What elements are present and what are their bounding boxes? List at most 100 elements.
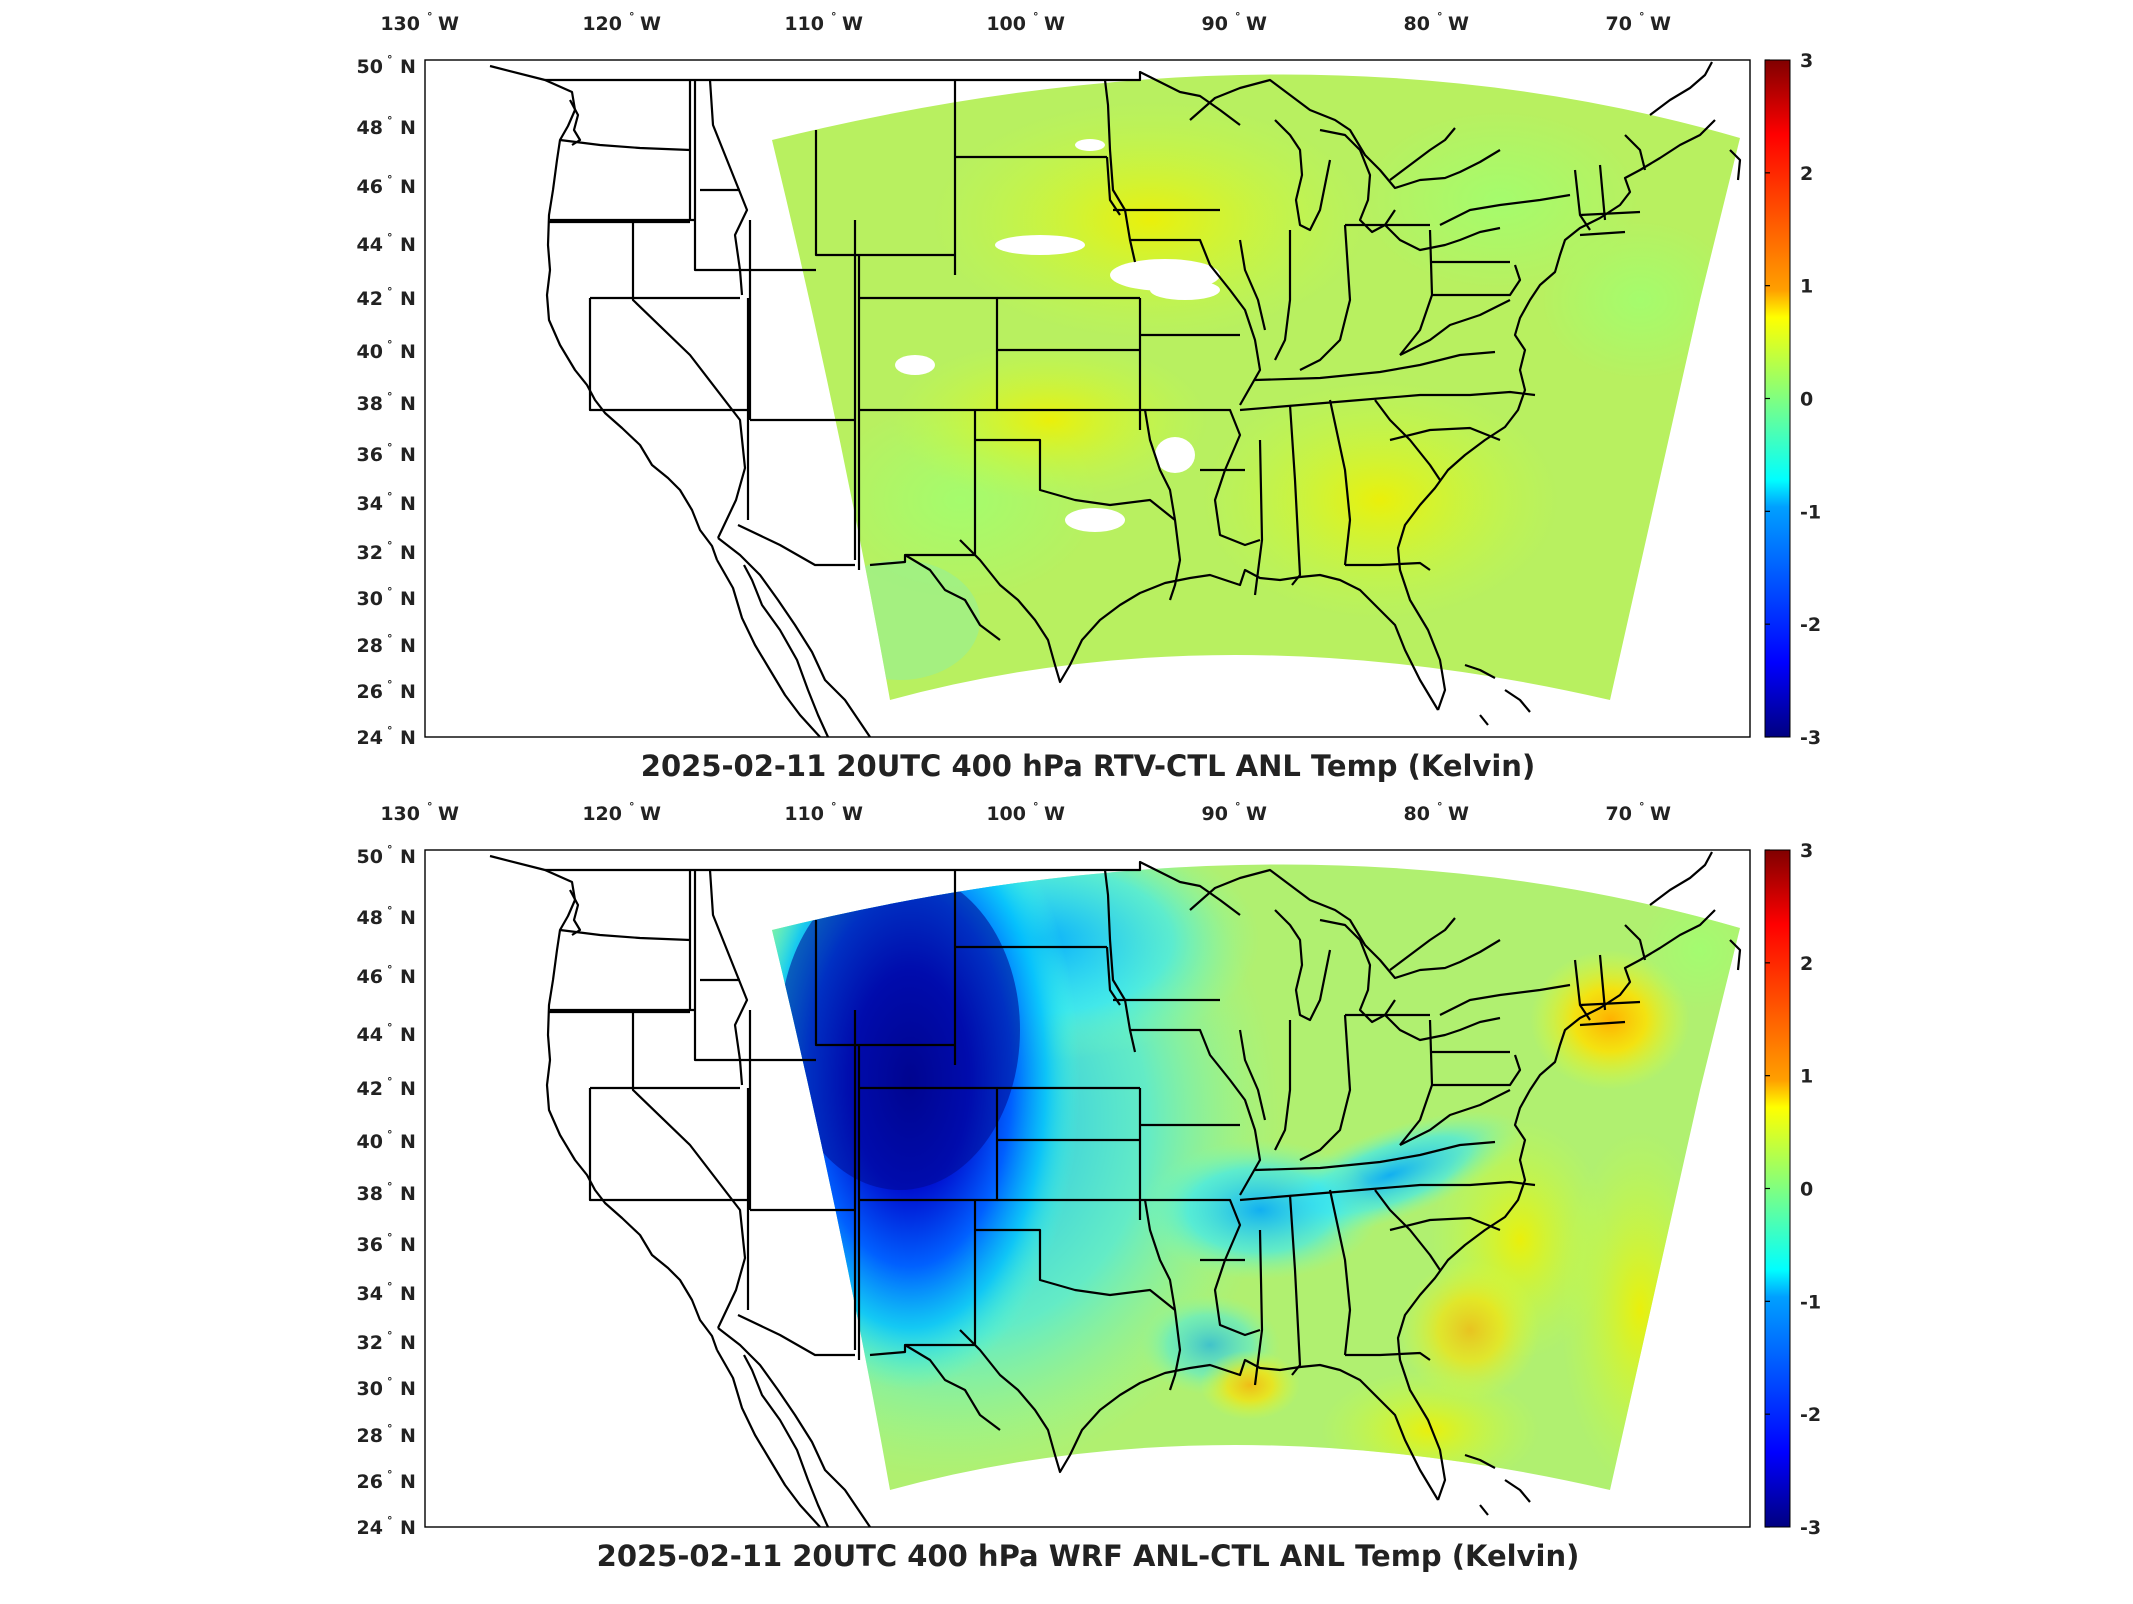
- colorbar-ticks: 3 2 1 0 -1 -2 -3: [1765, 840, 1821, 1539]
- degree-symbol: °: [831, 10, 837, 23]
- lat-hemisphere: N: [400, 493, 416, 515]
- degree-symbol: °: [387, 904, 393, 917]
- degree-symbol: °: [387, 1375, 393, 1388]
- degree-symbol: °: [1235, 10, 1241, 23]
- lon-hemisphere: W: [438, 803, 459, 825]
- lat-hemisphere: N: [400, 681, 416, 703]
- lat-hemisphere: N: [400, 907, 416, 929]
- degree-symbol: °: [387, 53, 393, 66]
- lon-hemisphere: W: [1044, 13, 1065, 35]
- lat-hemisphere: N: [400, 234, 416, 256]
- colorbar: 3 2 1 0 -1 -2 -3: [1764, 840, 1821, 1539]
- colorbar-tick-label: -1: [1800, 1291, 1821, 1313]
- degree-symbol: °: [387, 231, 393, 244]
- colorbar-tick-label: 3: [1800, 50, 1813, 72]
- lat-hemisphere: N: [400, 727, 416, 749]
- degree-symbol: °: [387, 173, 393, 186]
- lat-hemisphere: N: [400, 1517, 416, 1539]
- lat-hemisphere: N: [400, 117, 416, 139]
- lat-tick-label: 34: [357, 493, 383, 515]
- lat-tick-label: 28: [357, 1425, 383, 1447]
- lat-tick-label: 30: [357, 1378, 383, 1400]
- degree-symbol: °: [387, 1514, 393, 1527]
- lon-tick-label: 90: [1202, 13, 1228, 35]
- lat-hemisphere: N: [400, 1425, 416, 1447]
- degree-symbol: °: [387, 632, 393, 645]
- degree-symbol: °: [387, 285, 393, 298]
- degree-symbol: °: [1033, 10, 1039, 23]
- degree-symbol: °: [387, 724, 393, 737]
- lon-tick-label: 120: [582, 13, 622, 35]
- lon-axis-labels: 130 ° W 120 ° W 110 ° W 100 ° W 90 ° W 80 ° W 70 ° W: [380, 800, 1671, 825]
- lon-tick-label: 100: [986, 803, 1026, 825]
- colorbar: 3 2 1 0 -1 -2 -3: [1764, 50, 1821, 749]
- degree-symbol: °: [387, 1128, 393, 1141]
- lon-hemisphere: W: [640, 13, 661, 35]
- lat-tick-label: 24: [357, 1517, 383, 1539]
- lat-hemisphere: N: [400, 56, 416, 78]
- lat-hemisphere: N: [400, 635, 416, 657]
- lat-hemisphere: N: [400, 1183, 416, 1205]
- lat-hemisphere: N: [400, 1234, 416, 1256]
- lat-tick-label: 44: [357, 234, 383, 256]
- map-panel-top: 130 ° W 120 ° W 110 ° W 100 ° W 90 ° W 80 ° W 70 ° W 50 ° N48 °…: [357, 10, 1822, 783]
- lat-hemisphere: N: [400, 542, 416, 564]
- lat-tick-label: 42: [357, 288, 383, 310]
- lon-hemisphere: W: [1246, 13, 1267, 35]
- degree-symbol: °: [831, 800, 837, 813]
- degree-symbol: °: [387, 843, 393, 856]
- lat-hemisphere: N: [400, 1471, 416, 1493]
- degree-symbol: °: [629, 10, 635, 23]
- lat-hemisphere: N: [400, 1078, 416, 1100]
- colorbar-tick-label: 3: [1800, 840, 1813, 862]
- lon-hemisphere: W: [1650, 13, 1671, 35]
- degree-symbol: °: [387, 539, 393, 552]
- colorbar-tick-label: -3: [1800, 1517, 1821, 1539]
- lat-tick-label: 46: [357, 176, 383, 198]
- lat-tick-label: 40: [357, 341, 383, 363]
- degree-symbol: °: [1639, 800, 1645, 813]
- lon-tick-label: 90: [1202, 803, 1228, 825]
- colorbar-tick-label: 2: [1800, 953, 1813, 975]
- lon-axis-labels: 130 ° W 120 ° W 110 ° W 100 ° W 90 ° W 80 ° W 70 ° W: [380, 10, 1671, 35]
- lon-hemisphere: W: [1246, 803, 1267, 825]
- degree-symbol: °: [427, 10, 433, 23]
- lat-axis-labels: 50 ° N 48 ° N 46 ° N 44 ° N 42 ° N 40 ° N 38 ° N 36 ° N 34 ° N 32 ° N…: [357, 843, 416, 1539]
- degree-symbol: °: [387, 963, 393, 976]
- lat-hemisphere: N: [400, 393, 416, 415]
- degree-symbol: °: [387, 441, 393, 454]
- data-field-wrf-ctl: [772, 864, 1740, 1491]
- lon-tick-label: 110: [784, 803, 824, 825]
- degree-symbol: °: [387, 1422, 393, 1435]
- colorbar-tick-label: 0: [1800, 1179, 1813, 1201]
- lat-tick-label: 34: [357, 1283, 383, 1305]
- lat-tick-label: 36: [357, 1234, 383, 1256]
- lat-hemisphere: N: [400, 1332, 416, 1354]
- data-field-rtv-ctl: [772, 74, 1740, 701]
- lon-hemisphere: W: [640, 803, 661, 825]
- lat-tick-label: 26: [357, 681, 383, 703]
- degree-symbol: °: [1639, 10, 1645, 23]
- lon-tick-label: 120: [582, 803, 622, 825]
- lon-tick-label: 80: [1404, 803, 1430, 825]
- lat-hemisphere: N: [400, 1283, 416, 1305]
- degree-symbol: °: [1437, 10, 1443, 23]
- lat-hemisphere: N: [400, 846, 416, 868]
- lon-tick-label: 130: [380, 13, 420, 35]
- lat-hemisphere: N: [400, 341, 416, 363]
- degree-symbol: °: [427, 800, 433, 813]
- degree-symbol: °: [387, 1021, 393, 1034]
- degree-symbol: °: [387, 1231, 393, 1244]
- colorbar-tick-label: 2: [1800, 163, 1813, 185]
- lon-hemisphere: W: [842, 803, 863, 825]
- lat-tick-label: 40: [357, 1131, 383, 1153]
- degree-symbol: °: [387, 490, 393, 503]
- lat-tick-label: 50: [357, 846, 383, 868]
- lat-tick-label: 32: [357, 1332, 383, 1354]
- colorbar-tick-label: 1: [1800, 276, 1813, 298]
- lat-tick-label: 24: [357, 727, 383, 749]
- degree-symbol: °: [1235, 800, 1241, 813]
- lon-tick-label: 80: [1404, 13, 1430, 35]
- panel-title: 2025-02-11 20UTC 400 hPa RTV-CTL ANL Tem…: [641, 749, 1535, 783]
